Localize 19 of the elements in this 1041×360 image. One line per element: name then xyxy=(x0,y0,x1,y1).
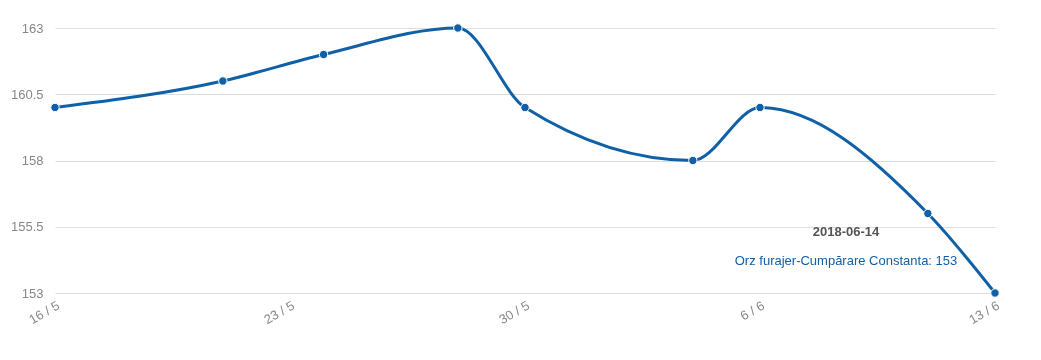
point xyxy=(218,76,228,86)
point xyxy=(755,102,765,113)
y-tick-label: 160.5 xyxy=(10,86,44,102)
y-tick-label: 155.5 xyxy=(10,219,44,235)
point xyxy=(990,288,1000,298)
point xyxy=(520,102,530,113)
x-tick-label: 30 / 5 xyxy=(496,297,532,328)
y-tick-label: 158 xyxy=(21,153,44,168)
point xyxy=(923,208,933,219)
x-tick-label: 23 / 5 xyxy=(261,297,297,328)
point xyxy=(318,49,329,60)
y-tick-label: 163 xyxy=(21,20,44,36)
x-tick-label: 13 / 6 xyxy=(966,297,1002,328)
point xyxy=(50,102,60,113)
point xyxy=(453,23,463,33)
annotation: 2018-06-14 xyxy=(812,224,881,239)
x-tick-label: 6 / 6 xyxy=(737,297,767,324)
annotation: Orz furajer-Cumpărare Constanta: 153 xyxy=(734,253,958,268)
point xyxy=(688,155,698,166)
